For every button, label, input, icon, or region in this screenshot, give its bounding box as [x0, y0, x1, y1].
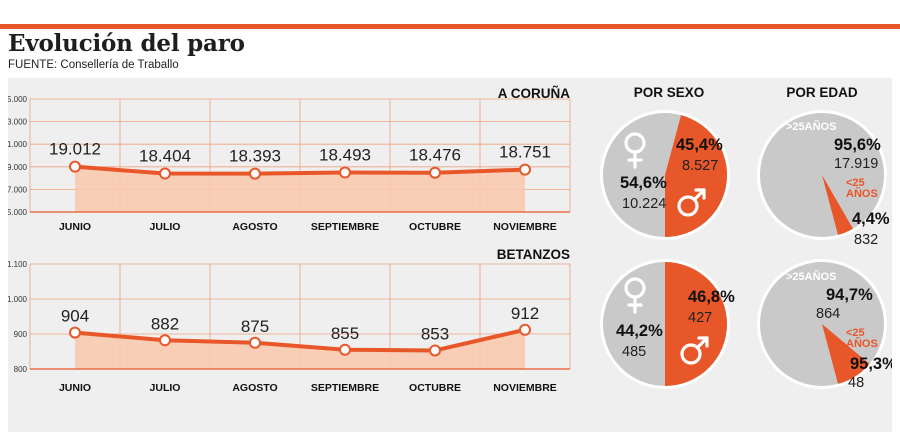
pie-betanzos-edad-red-tag-2: AÑOS: [846, 337, 878, 350]
pie-betanzos-sexo-grey-percent: 44,2%: [616, 322, 663, 340]
pie-betanzos-sexo: 44,2% 485 46,8% 427: [600, 259, 735, 389]
coruna-point: [339, 166, 351, 179]
betanzos-chart-title: BETANZOS: [497, 247, 570, 262]
coruna-ytick-label: 19.000: [8, 163, 28, 172]
chart-panel: 15.000 17.000 19.000 21.000 23.000 25.000 19.0…: [8, 78, 892, 432]
betanzos-value-label: 882: [151, 314, 179, 333]
betanzos-x-label: OCTUBRE: [409, 382, 461, 394]
betanzos-series-line: [74, 327, 526, 353]
pie-coruna-edad-red-count: 832: [854, 232, 878, 248]
page-title: Evolución del paro: [8, 30, 245, 57]
column-header-edad: POR EDAD: [786, 85, 858, 100]
male-symbol-icon: [677, 188, 706, 217]
pie-coruna-sexo: 54,6% 10.224 45,4% 8.527: [600, 110, 730, 240]
coruna-ytick-label: 23.000: [8, 118, 28, 127]
coruna-value-label: 18.476: [409, 146, 461, 165]
betanzos-area: [75, 329, 525, 369]
pie-betanzos-edad-grey-tag: >25AÑOS: [786, 270, 836, 283]
betanzos-ytick-label: 1.000: [8, 295, 28, 304]
betanzos-ytick-label: 1.100: [8, 260, 28, 269]
betanzos-value-label: 904: [61, 307, 89, 326]
betanzos-point: [159, 334, 171, 347]
coruna-ytick-label: 15.000: [8, 208, 28, 217]
pie-betanzos-edad: 94,7% 864 95,3% 48 >25AÑOS <25AÑOS: [757, 259, 892, 391]
pie-betanzos-edad-grey-percent: 94,7%: [826, 286, 873, 304]
coruna-value-label: 18.404: [139, 147, 191, 166]
pie-betanzos-edad-red-count: 48: [848, 375, 864, 391]
betanzos-value-label: 875: [241, 317, 269, 336]
betanzos-ytick-label: 900: [14, 330, 28, 339]
betanzos-x-label: AGOSTO: [232, 382, 277, 394]
coruna-x-label: JUNIO: [59, 221, 91, 233]
betanzos-line-chart: 800 900 1.000 1.100 904 JUNIO 882 JULIO 875 AGOST…: [8, 247, 571, 394]
infographic-svg: 15.000 17.000 19.000 21.000 23.000 25.000 19.0…: [8, 85, 892, 394]
betanzos-point: [69, 326, 81, 339]
pie-coruna-edad-grey-count: 17.919: [834, 156, 878, 172]
female-symbol-icon: [624, 132, 646, 169]
pie-coruna-sexo-grey-percent: 54,6%: [620, 174, 667, 192]
pie-betanzos-edad-grey-count: 864: [816, 306, 840, 322]
coruna-point: [429, 166, 441, 179]
coruna-point: [249, 167, 261, 180]
coruna-area: [75, 166, 525, 212]
male-symbol-icon-ring: [677, 195, 699, 217]
coruna-point: [519, 163, 531, 176]
betanzos-x-label: NOVIEMBRE: [493, 382, 557, 394]
coruna-x-label: OCTUBRE: [409, 221, 461, 233]
pie-coruna-edad-grey-tag: >25AÑOS: [786, 120, 836, 133]
betanzos-value-label: 912: [511, 304, 539, 323]
coruna-ytick-label: 21.000: [8, 140, 28, 149]
betanzos-x-label: JULIO: [150, 382, 181, 394]
coruna-ytick-label: 25.000: [8, 95, 28, 104]
male-symbol-icon-ring: [680, 343, 702, 365]
betanzos-ytick-label: 800: [14, 365, 28, 374]
pie-betanzos-edad-red-percent: 95,3%: [850, 355, 892, 373]
pie-betanzos-sexo-red-count: 427: [688, 310, 712, 326]
pie-coruna-sexo-grey-count: 10.224: [622, 196, 666, 212]
top-accent-rule: [0, 24, 900, 29]
pie-coruna-edad-slice-red: [822, 175, 853, 235]
male-symbol-icon-arrow: [694, 188, 706, 200]
betanzos-x-label: JUNIO: [59, 382, 91, 394]
pie-coruna-edad-red-tag: <25: [846, 177, 865, 189]
betanzos-point: [249, 336, 261, 349]
coruna-value-label: 19.012: [49, 140, 101, 159]
pie-coruna-edad-red-tag-2: AÑOS: [846, 187, 878, 200]
betanzos-point: [429, 344, 441, 357]
coruna-value-label: 18.751: [499, 143, 551, 162]
pie-coruna-edad: 95,6% 17.919 4,4% 832 >25AÑOS <25AÑOS: [757, 110, 890, 248]
coruna-ytick-label: 17.000: [8, 185, 28, 194]
betanzos-value-label: 855: [331, 324, 359, 343]
pie-betanzos-edad-slice-red: [822, 324, 870, 384]
betanzos-x-label: SEPTIEMBRE: [311, 382, 379, 394]
coruna-value-label: 18.493: [319, 146, 371, 165]
betanzos-point: [519, 323, 531, 336]
coruna-x-label: AGOSTO: [232, 221, 277, 233]
source-note: FUENTE: Consellería de Traballo: [8, 59, 179, 71]
coruna-x-label: SEPTIEMBRE: [311, 221, 379, 233]
coruna-value-label: 18.393: [229, 147, 281, 166]
pie-coruna-sexo-red-count: 8.527: [682, 158, 718, 174]
coruna-point: [159, 167, 171, 180]
coruna-point: [69, 160, 81, 173]
coruna-chart-title: A CORUÑA: [498, 86, 570, 101]
coruna-line-chart: 15.000 17.000 19.000 21.000 23.000 25.000 19.0…: [8, 86, 571, 233]
female-symbol-icon: [624, 277, 646, 314]
coruna-series-line: [74, 164, 526, 176]
male-symbol-icon: [680, 336, 709, 365]
male-symbol-icon-arrow: [697, 336, 709, 348]
coruna-x-label: JULIO: [150, 221, 181, 233]
pie-coruna-edad-red-percent: 4,4%: [852, 210, 890, 228]
coruna-x-label: NOVIEMBRE: [493, 221, 557, 233]
pie-betanzos-sexo-grey-count: 485: [622, 344, 646, 360]
betanzos-value-label: 853: [421, 324, 449, 343]
pie-betanzos-edad-red-tag: <25: [846, 327, 865, 339]
column-header-sexo: POR SEXO: [634, 85, 705, 100]
betanzos-point: [339, 343, 351, 356]
pie-coruna-sexo-red-percent: 45,4%: [676, 136, 723, 154]
pie-betanzos-sexo-red-percent: 46,8%: [688, 288, 735, 306]
pie-coruna-edad-grey-percent: 95,6%: [834, 136, 881, 154]
